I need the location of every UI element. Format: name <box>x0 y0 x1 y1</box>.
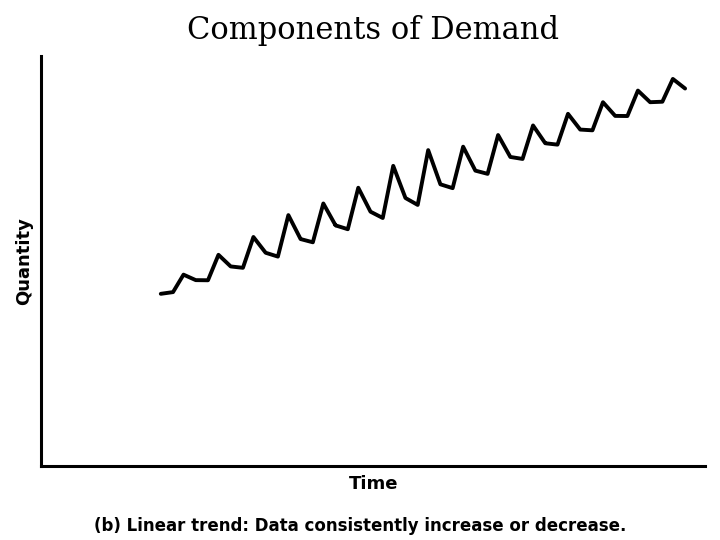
Title: Components of Demand: Components of Demand <box>187 15 559 46</box>
X-axis label: Time: Time <box>348 475 398 492</box>
Text: (b) Linear trend: Data consistently increase or decrease.: (b) Linear trend: Data consistently incr… <box>94 517 626 535</box>
Y-axis label: Quantity: Quantity <box>15 217 33 305</box>
